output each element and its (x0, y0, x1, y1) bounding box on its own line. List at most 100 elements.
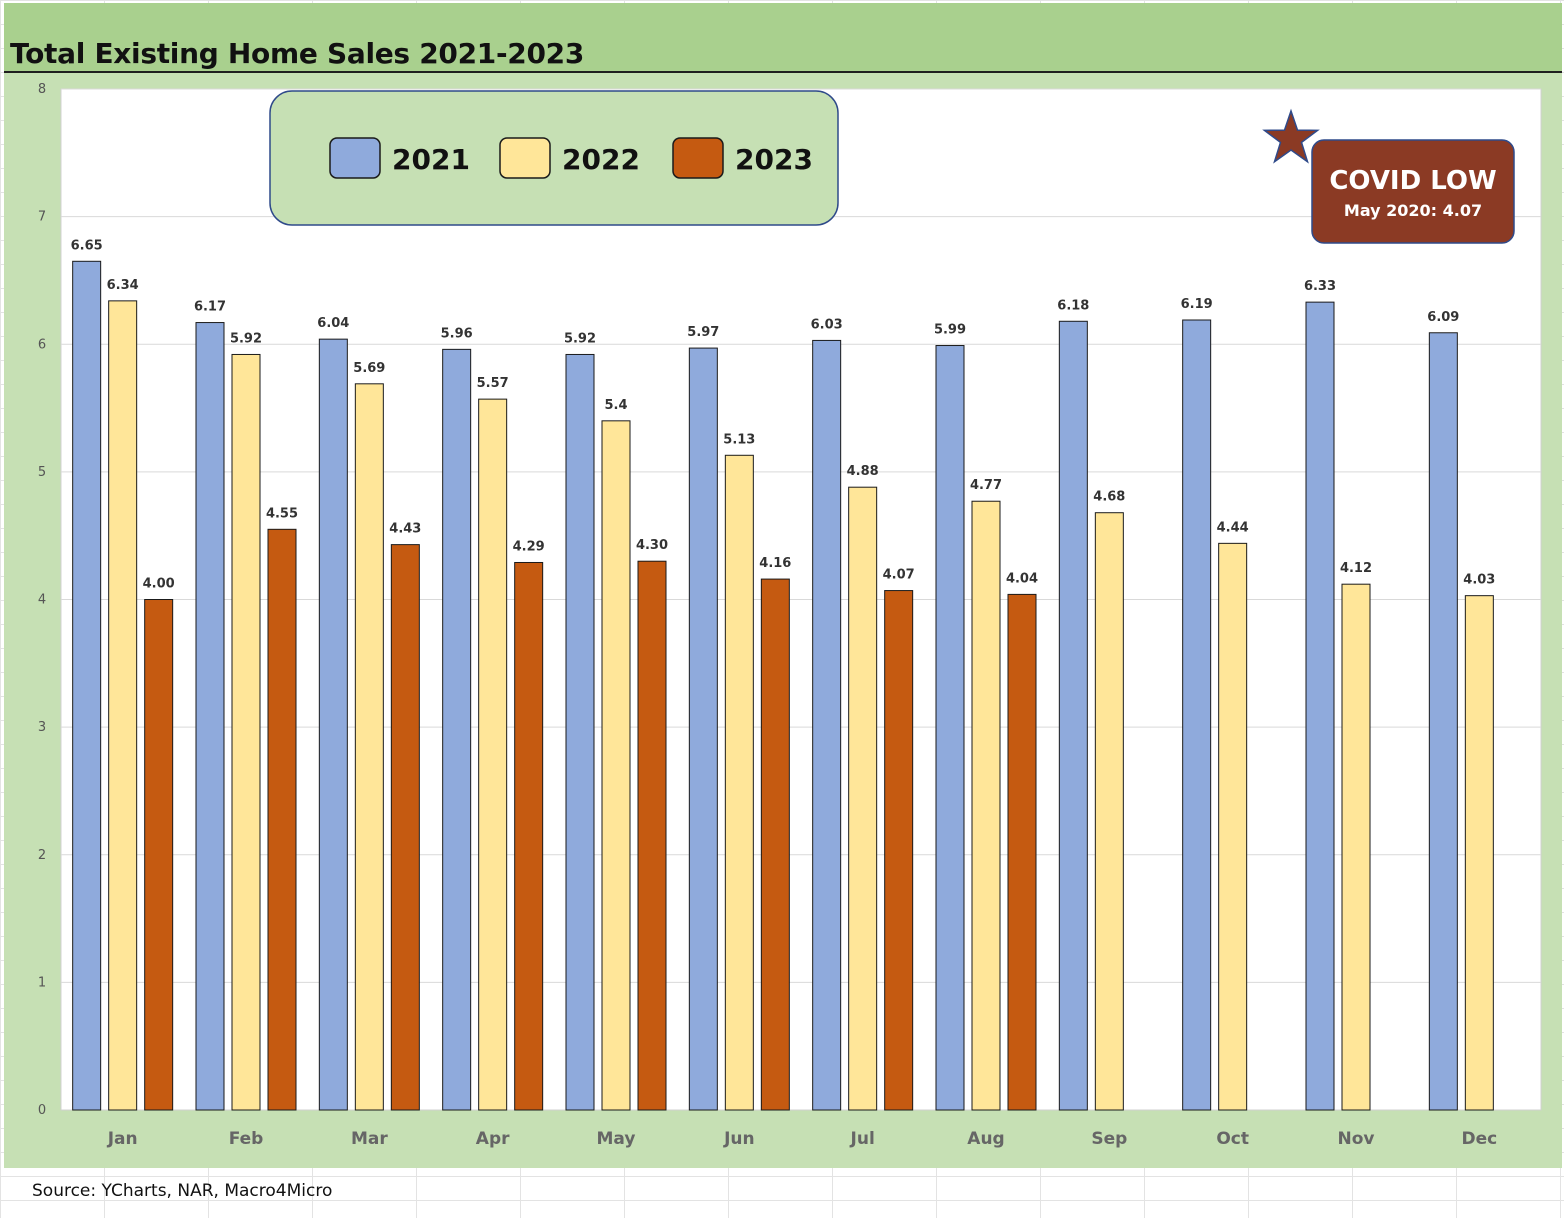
bar-2022-aug[interactable] (971, 500, 1001, 1111)
data-label: 6.33 (1304, 279, 1336, 294)
data-label: 5.13 (723, 432, 755, 447)
data-label: 4.30 (636, 538, 668, 553)
data-label: 6.34 (107, 278, 139, 293)
data-label: 4.68 (1093, 490, 1125, 505)
bar-2021-nov[interactable] (1305, 301, 1335, 1111)
bar-2022-jul[interactable] (848, 486, 878, 1111)
bar-2021-jun[interactable] (688, 347, 718, 1111)
data-label: 6.19 (1181, 297, 1213, 312)
legend-swatch-2023 (672, 137, 724, 179)
bar-2023-may[interactable] (637, 560, 667, 1111)
bar-2021-feb[interactable] (195, 322, 225, 1111)
data-label: 6.17 (194, 300, 226, 315)
bar-2023-jul[interactable] (884, 590, 914, 1111)
data-label: 5.92 (564, 331, 596, 346)
x-tick-label: Dec (1461, 1129, 1497, 1149)
bar-2022-nov[interactable] (1341, 583, 1371, 1111)
data-label: 4.00 (143, 577, 175, 592)
x-tick-label: Mar (351, 1129, 388, 1149)
data-label: 5.92 (230, 331, 262, 346)
bar-2021-jan[interactable] (72, 260, 102, 1111)
bar-2022-feb[interactable] (231, 353, 261, 1111)
bar-2023-jan[interactable] (144, 599, 174, 1111)
y-tick-label: 7 (38, 210, 46, 225)
covid-low-box (1311, 139, 1515, 244)
y-tick-label: 2 (38, 848, 46, 863)
data-label: 5.96 (441, 326, 473, 341)
data-label: 5.97 (687, 325, 719, 340)
data-label: 4.77 (970, 478, 1002, 493)
title-bar: Total Existing Home Sales 2021-2023 (4, 3, 1562, 73)
legend-swatch-2022 (499, 137, 551, 179)
data-label: 4.07 (883, 568, 915, 583)
bar-2023-jun[interactable] (760, 578, 790, 1111)
bar-2022-jan[interactable] (108, 300, 138, 1111)
covid-low-title: COVID LOW (1329, 166, 1496, 196)
bar-2021-jul[interactable] (812, 339, 842, 1111)
bar-2021-may[interactable] (565, 353, 595, 1111)
x-tick-label: May (597, 1129, 636, 1149)
data-label: 5.99 (934, 323, 966, 338)
data-label: 6.03 (811, 317, 843, 332)
bar-2022-mar[interactable] (354, 383, 384, 1111)
bar-2021-aug[interactable] (935, 345, 965, 1111)
legend-box (269, 90, 839, 226)
bar-2021-oct[interactable] (1182, 319, 1212, 1111)
bar-2021-sep[interactable] (1058, 320, 1088, 1111)
data-label: 4.88 (847, 464, 879, 479)
bar-2023-mar[interactable] (390, 544, 420, 1111)
data-label: 4.44 (1217, 520, 1249, 535)
x-tick-label: Aug (967, 1129, 1004, 1149)
data-label: 4.29 (513, 539, 545, 554)
bar-2021-dec[interactable] (1428, 332, 1458, 1111)
bar-2022-dec[interactable] (1464, 595, 1494, 1111)
bar-2022-oct[interactable] (1218, 542, 1248, 1111)
x-tick-label: Jan (107, 1129, 138, 1149)
bar-2022-jun[interactable] (724, 454, 754, 1111)
y-tick-label: 3 (38, 720, 46, 735)
bar-2022-sep[interactable] (1094, 512, 1124, 1111)
x-tick-label: Nov (1338, 1129, 1375, 1149)
data-label: 4.04 (1006, 571, 1038, 586)
bar-2023-aug[interactable] (1007, 593, 1037, 1111)
covid-low-subtitle: May 2020: 4.07 (1344, 201, 1482, 220)
legend-label-2021: 2021 (392, 143, 470, 176)
data-label: 5.57 (477, 376, 509, 391)
x-tick-label: Oct (1216, 1129, 1249, 1149)
bar-2022-apr[interactable] (478, 398, 508, 1111)
data-label: 5.69 (353, 361, 385, 376)
data-label: 4.55 (266, 506, 298, 521)
legend-label-2023: 2023 (735, 143, 813, 176)
bar-2023-apr[interactable] (514, 561, 544, 1111)
data-label: 4.12 (1340, 561, 1372, 576)
x-tick-label: Sep (1091, 1129, 1127, 1149)
data-label: 6.65 (71, 238, 103, 253)
source-note: Source: YCharts, NAR, Macro4Micro (32, 1181, 333, 1201)
data-label: 4.16 (759, 556, 791, 571)
x-tick-label: Jul (850, 1129, 875, 1149)
data-label: 4.03 (1463, 573, 1495, 588)
x-tick-label: Apr (476, 1129, 510, 1149)
data-label: 6.09 (1427, 310, 1459, 325)
y-tick-label: 5 (38, 465, 46, 480)
data-label: 6.18 (1057, 298, 1089, 313)
bar-2022-may[interactable] (601, 420, 631, 1111)
data-label: 5.4 (604, 398, 627, 413)
y-tick-label: 1 (38, 975, 46, 990)
y-tick-label: 8 (38, 82, 46, 97)
y-tick-label: 6 (38, 337, 46, 352)
bar-2023-feb[interactable] (267, 528, 297, 1111)
y-tick-label: 0 (38, 1103, 46, 1118)
y-tick-label: 4 (38, 593, 46, 608)
x-tick-label: Feb (229, 1129, 264, 1149)
bar-2021-apr[interactable] (442, 348, 472, 1111)
data-label: 4.43 (389, 522, 421, 537)
chart-title: Total Existing Home Sales 2021-2023 (10, 37, 585, 70)
star-icon (1262, 108, 1320, 164)
bar-2021-mar[interactable] (318, 338, 348, 1111)
x-tick-label: Jun (723, 1129, 755, 1149)
data-label: 6.04 (317, 316, 349, 331)
legend-swatch-2021 (329, 137, 381, 179)
legend-label-2022: 2022 (562, 143, 640, 176)
